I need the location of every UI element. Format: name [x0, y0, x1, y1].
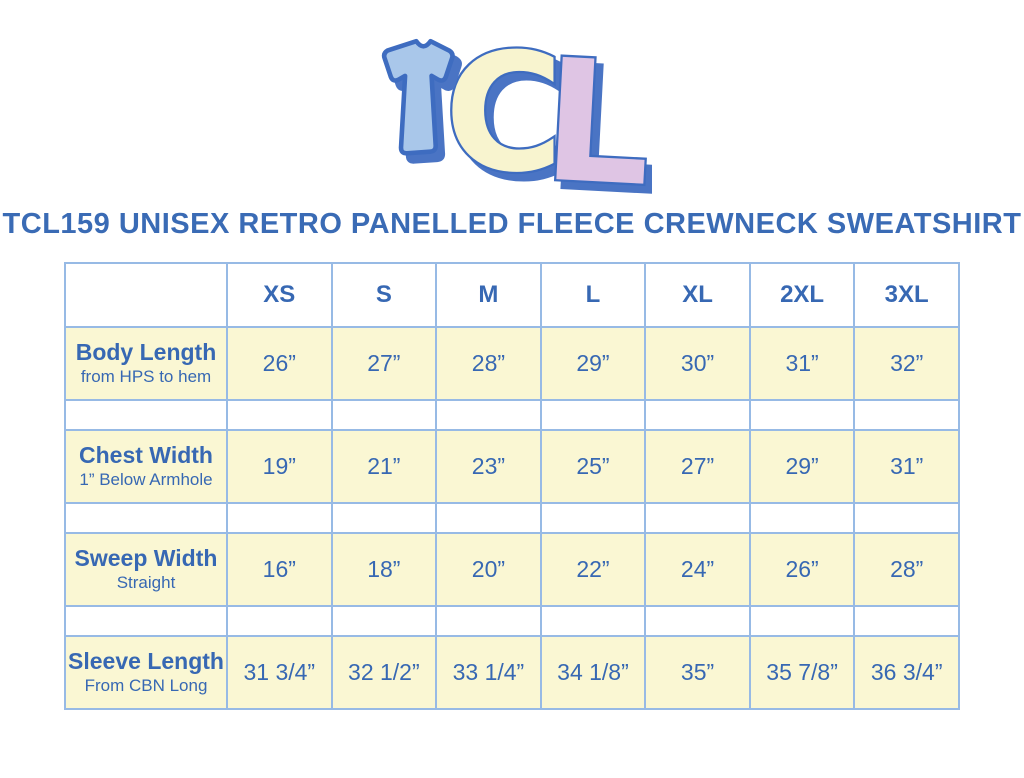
measurement-cell: 18” [330, 532, 438, 607]
measurement-cell: 35 7/8” [748, 635, 856, 710]
spacer-cell [748, 605, 856, 637]
measurement-cell: 19” [226, 429, 333, 504]
spacer-cell [853, 502, 960, 534]
spacer-cell [853, 399, 960, 431]
letter-l-group: L L [537, 28, 652, 196]
measurement-cell: 24” [644, 532, 751, 607]
spacer-cell [435, 399, 542, 431]
spacer-cell [226, 399, 333, 431]
table-row-chest-width: Chest Width 1” Below Armhole 19” 21” 23”… [64, 429, 960, 504]
measurement-cell: 20” [435, 532, 542, 607]
measurement-cell: 29” [748, 429, 856, 504]
spacer-cell [853, 605, 960, 637]
spacer-cell [748, 502, 856, 534]
letter-c-shadow: C [451, 28, 571, 196]
row-label: Body Length [75, 339, 217, 366]
measurement-cell: 35” [644, 635, 751, 710]
spacer-cell [435, 605, 542, 637]
measurement-cell: 33 1/4” [435, 635, 542, 710]
tcl-logo: C C L L [372, 28, 652, 196]
size-chart-table: XS S M L XL 2XL 3XL Body Length from HPS… [64, 262, 960, 710]
row-label-cell: Body Length from HPS to hem [64, 326, 228, 401]
measurement-cell: 30” [644, 326, 751, 401]
row-sublabel: from HPS to hem [80, 367, 212, 387]
spacer-cell [644, 502, 751, 534]
measurement-cell: 32” [853, 326, 960, 401]
row-sublabel: 1” Below Armhole [79, 470, 213, 490]
measurement-cell: 36 3/4” [853, 635, 960, 710]
header-empty-cell [64, 262, 228, 328]
measurement-cell: 28” [435, 326, 542, 401]
header-size-l: L [539, 262, 647, 328]
table-row-body-length: Body Length from HPS to hem 26” 27” 28” … [64, 326, 960, 401]
row-label: Sweep Width [74, 545, 218, 572]
measurement-cell: 16” [226, 532, 333, 607]
measurement-cell: 22” [539, 532, 647, 607]
header-size-2xl: 2XL [748, 262, 856, 328]
header-size-m: M [435, 262, 542, 328]
product-title: TCL159 UNISEX RETRO PANELLED FLEECE CREW… [2, 208, 1022, 240]
size-chart-page: C C L L TCL159 UNISEX RETRO PANELLED FLE… [0, 28, 1024, 778]
spacer-row [64, 605, 960, 637]
measurement-cell: 29” [539, 326, 647, 401]
measurement-cell: 31” [748, 326, 856, 401]
measurement-cell: 25” [539, 429, 647, 504]
measurement-cell: 23” [435, 429, 542, 504]
table-row-sleeve-length: Sleeve Length From CBN Long 31 3/4” 32 1… [64, 635, 960, 710]
table-header-row: XS S M L XL 2XL 3XL [64, 262, 960, 328]
spacer-cell [330, 605, 438, 637]
spacer-cell [226, 502, 333, 534]
spacer-cell [539, 399, 647, 431]
measurement-cell: 27” [330, 326, 438, 401]
row-label-cell: Sweep Width Straight [64, 532, 228, 607]
tcl-logo-graphic: C C L L [372, 28, 652, 196]
spacer-cell [748, 399, 856, 431]
spacer-cell [64, 605, 228, 637]
spacer-row [64, 399, 960, 431]
spacer-row [64, 502, 960, 534]
table-row-sweep-width: Sweep Width Straight 16” 18” 20” 22” 24”… [64, 532, 960, 607]
spacer-cell [539, 502, 647, 534]
measurement-cell: 26” [748, 532, 856, 607]
spacer-cell [330, 502, 438, 534]
spacer-cell [644, 605, 751, 637]
row-sublabel: From CBN Long [84, 676, 208, 696]
letter-l-shadow: L [546, 30, 652, 196]
letter-l: L [539, 28, 652, 196]
spacer-cell [226, 605, 333, 637]
row-label-cell: Sleeve Length From CBN Long [64, 635, 228, 710]
header-size-xs: XS [226, 262, 333, 328]
spacer-cell [435, 502, 542, 534]
header-size-xl: XL [644, 262, 751, 328]
letter-c: C [444, 28, 564, 196]
row-label: Sleeve Length [68, 648, 224, 675]
measurement-cell: 28” [853, 532, 960, 607]
measurement-cell: 32 1/2” [330, 635, 438, 710]
measurement-cell: 21” [330, 429, 438, 504]
measurement-cell: 34 1/8” [539, 635, 647, 710]
row-sublabel: Straight [116, 573, 176, 593]
measurement-cell: 26” [226, 326, 333, 401]
spacer-cell [330, 399, 438, 431]
row-label: Chest Width [79, 442, 213, 469]
spacer-cell [539, 605, 647, 637]
spacer-cell [64, 399, 228, 431]
measurement-cell: 31 3/4” [226, 635, 333, 710]
spacer-cell [64, 502, 228, 534]
header-size-s: S [330, 262, 438, 328]
measurement-cell: 31” [853, 429, 960, 504]
spacer-cell [644, 399, 751, 431]
header-size-3xl: 3XL [853, 262, 960, 328]
measurement-cell: 27” [644, 429, 751, 504]
row-label-cell: Chest Width 1” Below Armhole [64, 429, 228, 504]
